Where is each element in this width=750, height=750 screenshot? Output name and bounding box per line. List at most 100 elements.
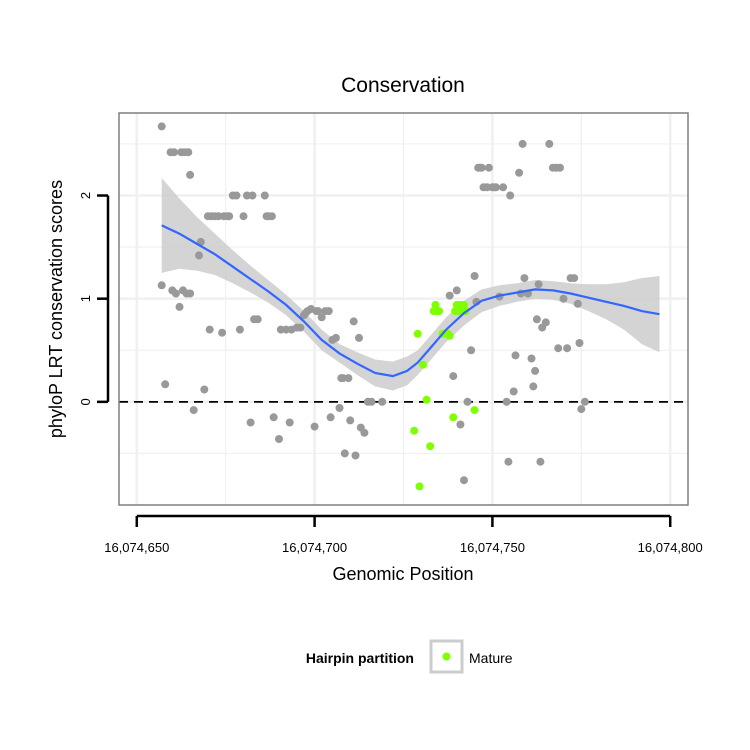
- other-point: [502, 397, 511, 406]
- other-point: [456, 420, 465, 429]
- other-point: [184, 148, 193, 157]
- other-point: [445, 291, 454, 300]
- other-point: [477, 163, 486, 172]
- other-point: [504, 457, 513, 466]
- other-point: [170, 148, 179, 157]
- other-point: [186, 170, 195, 179]
- mature-point: [449, 413, 458, 422]
- other-point: [531, 366, 540, 375]
- other-point: [344, 374, 353, 383]
- confidence-band: [161, 178, 660, 391]
- other-point: [467, 346, 476, 355]
- other-point: [260, 191, 269, 200]
- legend-mature-dot: [442, 652, 451, 661]
- other-point: [575, 339, 584, 347]
- other-point: [218, 328, 227, 337]
- other-point: [269, 413, 278, 422]
- other-point: [232, 191, 241, 200]
- y-axis-title: phyloP LRT conservation scores: [46, 180, 66, 438]
- other-point: [492, 183, 500, 192]
- other-point: [225, 212, 234, 221]
- loess-smooth-line: [161, 224, 660, 378]
- other-point: [360, 428, 369, 437]
- mature-point: [415, 482, 424, 491]
- y-axis: 0 1 2: [78, 192, 110, 405]
- other-point: [563, 344, 572, 353]
- other-point: [326, 413, 335, 422]
- other-point: [296, 323, 305, 332]
- other-point: [470, 272, 479, 280]
- other-point: [532, 315, 541, 324]
- other-point: [509, 387, 518, 396]
- other-point: [484, 163, 493, 172]
- other-point: [529, 382, 538, 391]
- other-point: [186, 289, 195, 298]
- x-tick-label: 16,074,800: [638, 540, 703, 555]
- other-point: [200, 385, 209, 394]
- plot-border: [118, 112, 689, 506]
- mature-point: [426, 442, 435, 451]
- other-point: [452, 286, 461, 295]
- mature-point: [470, 406, 479, 415]
- y-tick-label: 0: [78, 398, 93, 405]
- other-point: [570, 274, 579, 283]
- other-point: [246, 418, 255, 427]
- other-point: [331, 333, 340, 342]
- y-tick-label: 1: [78, 295, 93, 302]
- other-point: [335, 404, 344, 412]
- other-point: [556, 163, 564, 172]
- other-point: [499, 183, 508, 192]
- other-point: [515, 168, 524, 177]
- other-point: [511, 351, 520, 360]
- other-point: [545, 139, 554, 148]
- mature-point: [445, 331, 454, 340]
- confidence-band-group: [161, 178, 660, 391]
- y-tick-label: 2: [78, 192, 93, 199]
- other-point: [239, 212, 248, 221]
- other-point: [577, 405, 586, 414]
- other-point: [506, 191, 515, 200]
- other-point: [534, 280, 543, 289]
- other-point: [463, 397, 472, 406]
- mature-point: [419, 360, 428, 369]
- other-point: [367, 397, 376, 406]
- other-point: [349, 317, 358, 326]
- other-point: [536, 457, 545, 466]
- legend-title: Hairpin partition: [306, 650, 414, 666]
- other-point: [460, 476, 468, 485]
- mature-point: [410, 426, 419, 435]
- other-point: [205, 325, 214, 334]
- other-point: [541, 318, 550, 327]
- x-axis-title: Genomic Position: [332, 564, 473, 584]
- other-point: [195, 251, 203, 260]
- x-tick-label: 16,074,650: [104, 540, 169, 555]
- mature-point: [431, 300, 440, 309]
- legend-mature-label: Mature: [469, 650, 513, 666]
- other-point: [157, 122, 166, 131]
- other-point: [355, 333, 363, 342]
- other-point: [559, 294, 568, 303]
- other-point: [554, 344, 563, 353]
- other-point: [171, 289, 180, 298]
- other-point: [346, 416, 355, 425]
- other-point: [317, 313, 326, 322]
- x-axis: 16,074,650 16,074,700 16,074,750 16,074,800: [104, 514, 703, 555]
- other-point: [580, 397, 589, 406]
- other-point: [189, 406, 198, 415]
- smooth-line-group: [161, 224, 660, 378]
- other-point: [275, 435, 283, 443]
- data-points: [157, 122, 589, 491]
- mature-point: [460, 300, 468, 309]
- mature-point: [422, 395, 431, 404]
- other-point: [161, 380, 170, 389]
- x-tick-label: 16,074,700: [282, 540, 347, 555]
- other-point: [310, 422, 319, 431]
- other-point: [520, 274, 529, 283]
- other-point: [248, 191, 257, 200]
- other-point: [449, 372, 458, 381]
- other-point: [157, 281, 166, 290]
- other-point: [285, 418, 294, 427]
- other-point: [340, 449, 349, 458]
- other-point: [253, 315, 262, 324]
